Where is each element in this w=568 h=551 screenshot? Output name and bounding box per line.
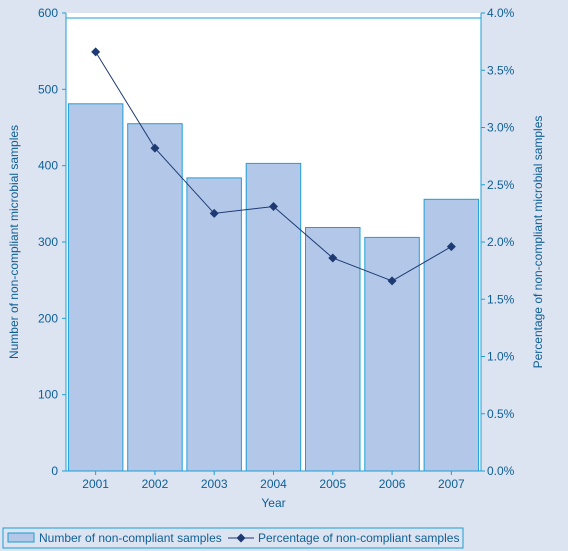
x-tick-label-2003: 2003 bbox=[201, 477, 228, 491]
legend: Number of non-compliant samples Percenta… bbox=[2, 527, 464, 549]
percentage-marker-2005 bbox=[328, 253, 338, 263]
y-tick-label-right-5: 2.5% bbox=[487, 178, 515, 192]
x-tick-label-2007: 2007 bbox=[438, 477, 465, 491]
bar-2002 bbox=[127, 123, 183, 472]
y-axis-title-right: Percentage of non-compliant microbial sa… bbox=[531, 116, 545, 369]
y-tick-label-right-0: 0.0% bbox=[487, 464, 515, 478]
percentage-marker-2003 bbox=[209, 208, 219, 218]
x-tick-label-2006: 2006 bbox=[379, 477, 406, 491]
y-tick-label-left-500: 500 bbox=[38, 82, 58, 96]
y-tick-label-right-4: 2.0% bbox=[487, 235, 515, 249]
x-tick-label-2004: 2004 bbox=[260, 477, 287, 491]
legend-swatch-diamond bbox=[236, 533, 246, 543]
percentage-marker-2004 bbox=[269, 202, 278, 212]
y-tick-label-left-200: 200 bbox=[38, 311, 58, 325]
bar-2007 bbox=[423, 198, 480, 472]
x-axis-title: Year bbox=[261, 496, 285, 510]
percentage-marker-2007 bbox=[446, 242, 456, 252]
bar-2001 bbox=[67, 103, 124, 472]
x-tick-label-2001: 2001 bbox=[82, 477, 109, 491]
y-tick-label-right-1: 0.5% bbox=[487, 407, 515, 421]
y-tick-label-right-2: 1.0% bbox=[487, 350, 515, 364]
y-tick-label-right-6: 3.0% bbox=[487, 121, 515, 135]
legend-frame bbox=[2, 527, 464, 549]
y-tick-label-right-8: 4.0% bbox=[487, 6, 515, 20]
percentage-marker-2006 bbox=[387, 276, 397, 286]
bar-2004 bbox=[245, 162, 302, 472]
legend-label-bar: Number of non-compliant samples bbox=[39, 531, 222, 545]
percentage-marker-2002 bbox=[150, 143, 160, 153]
y-tick-label-left-100: 100 bbox=[38, 388, 58, 402]
x-tick-label-2002: 2002 bbox=[142, 477, 169, 491]
y-tick-label-right-7: 3.5% bbox=[487, 63, 515, 77]
y-tick-label-left-0: 0 bbox=[51, 464, 58, 478]
bar-2005 bbox=[305, 227, 361, 472]
bar-2003 bbox=[186, 177, 242, 472]
y-axis-title-left: Number of non-compliant microbial sample… bbox=[7, 125, 21, 359]
bar-2006 bbox=[364, 236, 420, 472]
legend-label-line: Percentage of non-compliant samples bbox=[258, 531, 459, 545]
legend-swatch-bar bbox=[7, 532, 35, 543]
y-tick-label-left-400: 400 bbox=[38, 159, 58, 173]
percentage-marker-2001 bbox=[91, 47, 101, 57]
y-tick-label-left-300: 300 bbox=[38, 235, 58, 249]
y-tick-label-left-600: 600 bbox=[38, 6, 58, 20]
x-tick-label-2005: 2005 bbox=[319, 477, 346, 491]
y-tick-label-right-3: 1.5% bbox=[487, 292, 515, 306]
